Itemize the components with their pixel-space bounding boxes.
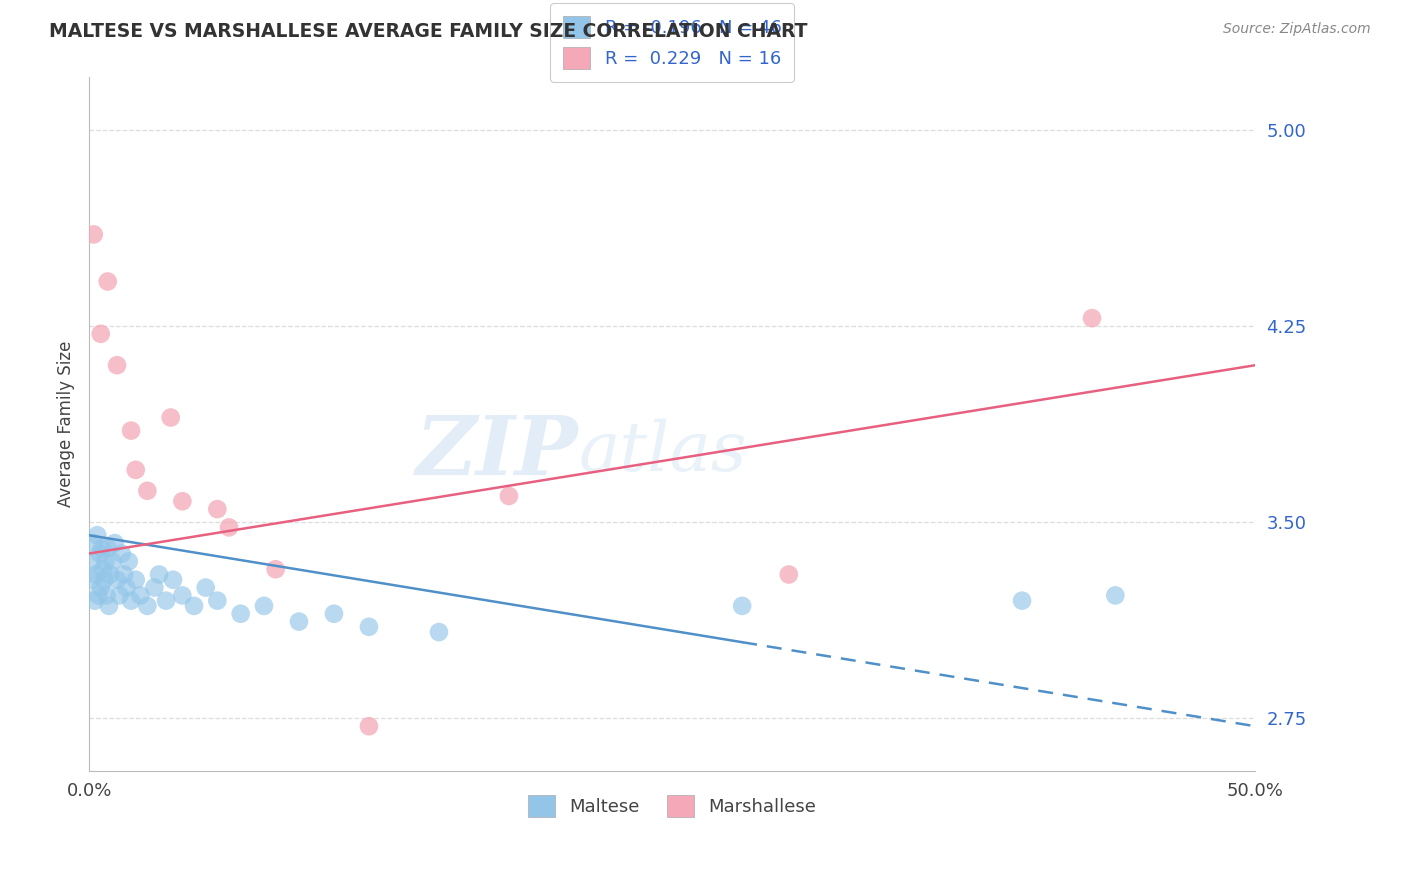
Point: [97, 599, 120, 613]
Text: MALTESE VS MARSHALLESE AVERAGE FAMILY SIZE CORRELATION CHART: MALTESE VS MARSHALLESE AVERAGE FAMILY SI…: [49, 22, 807, 41]
Y-axis label: Average Family Size: Average Family Size: [58, 341, 75, 508]
Point: [86, 528, 108, 542]
Point: [89, 547, 111, 561]
Point: [136, 483, 159, 498]
Point: [162, 573, 184, 587]
Legend: Maltese, Marshallese: Maltese, Marshallese: [520, 788, 824, 824]
Point: [96, 589, 118, 603]
Text: atlas: atlas: [579, 418, 748, 485]
Point: [136, 599, 159, 613]
Point: [111, 547, 134, 561]
Point: [731, 599, 754, 613]
Point: [105, 358, 128, 372]
Point: [218, 520, 240, 534]
Point: [125, 573, 148, 587]
Point: [427, 625, 450, 640]
Point: [97, 275, 120, 289]
Text: ZIP: ZIP: [416, 412, 579, 491]
Point: [115, 581, 138, 595]
Point: [148, 567, 170, 582]
Point: [90, 581, 112, 595]
Text: Source: ZipAtlas.com: Source: ZipAtlas.com: [1223, 22, 1371, 37]
Point: [143, 581, 166, 595]
Point: [129, 589, 152, 603]
Point: [194, 581, 217, 595]
Point: [105, 573, 128, 587]
Point: [155, 593, 177, 607]
Point: [91, 562, 114, 576]
Point: [172, 494, 194, 508]
Point: [778, 567, 800, 582]
Point: [498, 489, 520, 503]
Point: [183, 599, 205, 613]
Point: [98, 567, 121, 582]
Point: [82, 554, 104, 568]
Point: [207, 593, 229, 607]
Point: [83, 593, 105, 607]
Point: [125, 463, 148, 477]
Point: [1081, 311, 1104, 326]
Point: [253, 599, 276, 613]
Point: [104, 536, 127, 550]
Point: [172, 589, 194, 603]
Point: [83, 536, 105, 550]
Point: [159, 410, 181, 425]
Point: [264, 562, 287, 576]
Point: [87, 589, 110, 603]
Point: [80, 573, 103, 587]
Point: [120, 593, 142, 607]
Point: [108, 589, 131, 603]
Point: [97, 541, 120, 556]
Point: [90, 326, 112, 341]
Point: [1011, 593, 1033, 607]
Point: [323, 607, 346, 621]
Point: [118, 554, 141, 568]
Point: [357, 719, 380, 733]
Point: [90, 541, 112, 556]
Point: [357, 620, 380, 634]
Point: [84, 567, 107, 582]
Point: [207, 502, 229, 516]
Point: [112, 567, 135, 582]
Point: [120, 424, 142, 438]
Point: [93, 573, 115, 587]
Point: [288, 615, 311, 629]
Point: [83, 227, 105, 242]
Point: [229, 607, 252, 621]
Point: [94, 554, 117, 568]
Point: [1104, 589, 1126, 603]
Point: [101, 554, 124, 568]
